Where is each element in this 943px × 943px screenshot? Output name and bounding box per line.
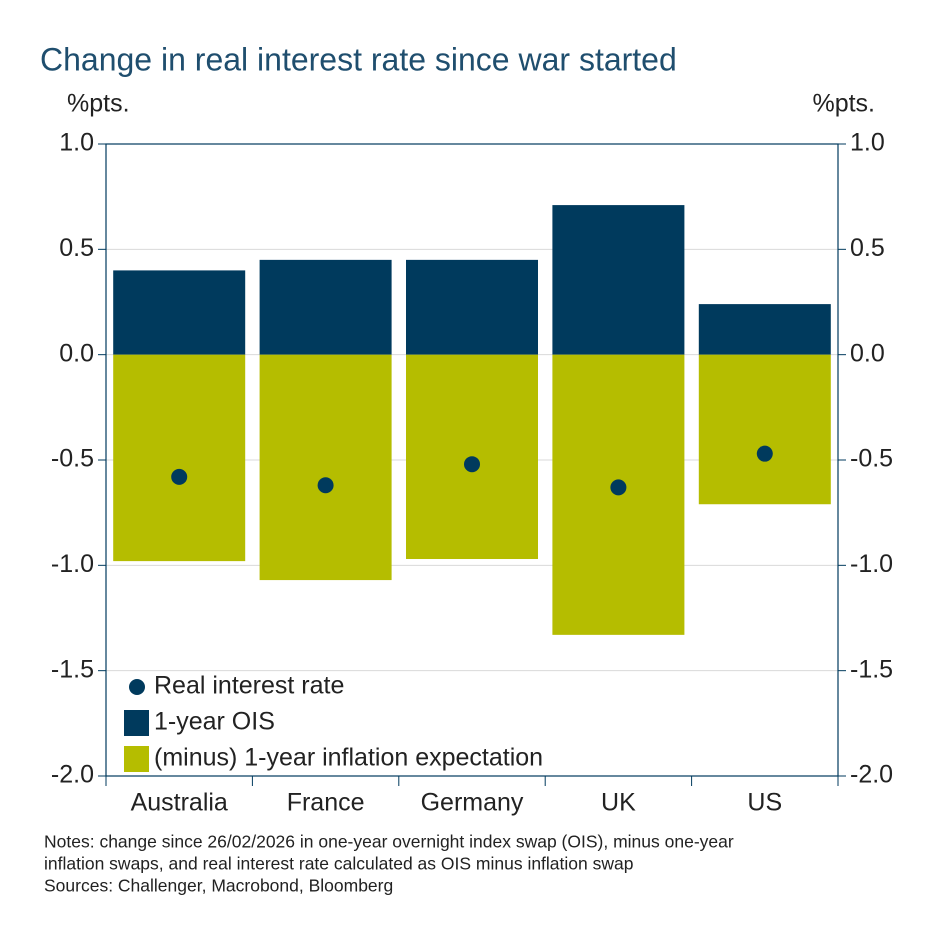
x-tick-label: US — [747, 789, 782, 817]
y-tick-label: 1.0 — [59, 129, 94, 157]
legend-marker — [124, 710, 149, 736]
y-tick-label: -2.0 — [51, 761, 94, 789]
y2-tick-label: -0.5 — [850, 445, 893, 473]
x-tick-label: UK — [601, 789, 636, 817]
legend-label: Real interest rate — [154, 672, 344, 700]
bar — [259, 354, 392, 581]
bar — [698, 304, 831, 355]
y-tick-label: -0.5 — [51, 445, 94, 473]
y2-tick-label: 0.5 — [850, 234, 885, 262]
bar — [113, 270, 246, 355]
note: Notes: change since 26/02/2026 in one-ye… — [44, 832, 734, 852]
x-tick-label: France — [287, 789, 365, 817]
note: inflation swaps, and real interest rate … — [44, 854, 633, 874]
bar — [406, 259, 538, 355]
y2-tick-label: 0.0 — [850, 339, 885, 367]
bar — [113, 354, 246, 562]
dot — [317, 477, 334, 494]
x-tick-label: Germany — [421, 789, 524, 817]
chart-title: Change in real interest rate since war s… — [40, 41, 677, 77]
bar — [698, 354, 831, 505]
y-tick-label: 0.5 — [59, 234, 94, 262]
y-tick-label: -1.0 — [51, 550, 94, 578]
y2-tick-label: 1.0 — [850, 129, 885, 157]
y-axis-label: %pts. — [67, 90, 130, 118]
dot — [756, 445, 773, 462]
bar — [552, 205, 685, 355]
dot — [464, 456, 480, 473]
y-tick-label: -1.5 — [51, 655, 94, 683]
legend-label: (minus) 1-year inflation expectation — [154, 744, 543, 772]
bar — [259, 259, 392, 355]
dot — [610, 479, 627, 496]
dot — [171, 468, 188, 485]
legend-label: 1-year OIS — [154, 708, 275, 736]
y2-tick-label: -1.5 — [850, 655, 893, 683]
y-tick-label: 0.0 — [59, 339, 94, 367]
legend-marker — [124, 746, 149, 772]
y2-axis-label: %pts. — [812, 90, 875, 118]
note: Sources: Challenger, Macrobond, Bloomber… — [44, 876, 393, 896]
x-tick-label: Australia — [131, 789, 228, 817]
y2-tick-label: -1.0 — [850, 550, 893, 578]
plot-frame — [105, 143, 839, 777]
legend-marker — [129, 679, 145, 695]
y2-tick-label: -2.0 — [850, 761, 893, 789]
